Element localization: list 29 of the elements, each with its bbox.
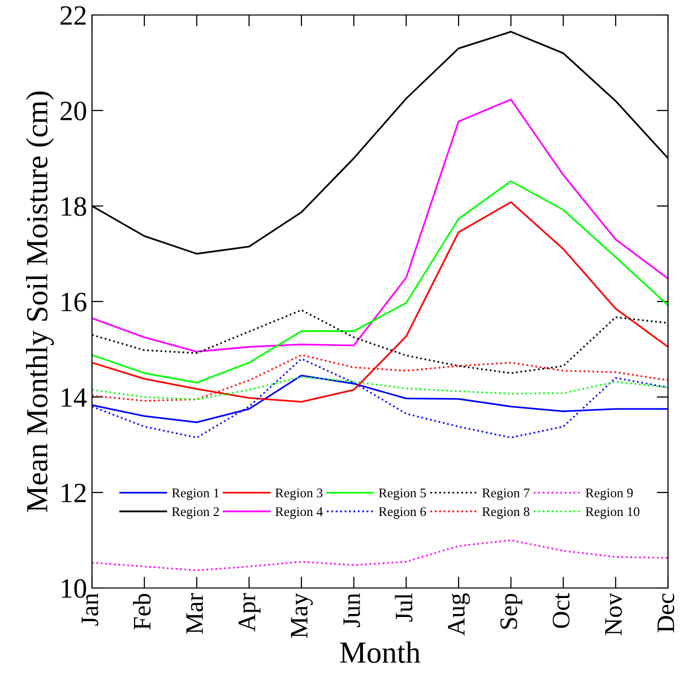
x-tick-label: Oct (552, 593, 570, 628)
x-tick-label: Jun (343, 593, 360, 628)
legend-label: Region 1 (172, 488, 219, 500)
legend-label: Region 10 (586, 507, 640, 519)
x-tick-label: Sep (500, 594, 522, 629)
y-tick-label: 12 (62, 484, 86, 502)
y-tick-label: 16 (62, 292, 86, 312)
y-tick-label: 20 (60, 102, 86, 120)
y-axis-title: Mean Monthly Soil Moisture (cm) (26, 92, 54, 512)
x-tick-label: May (291, 592, 313, 638)
y-tick-label: 18 (62, 197, 86, 216)
x-tick-label: Nov (605, 592, 622, 636)
x-tick-label: Dec (658, 594, 674, 632)
legend-label: Region 3 (275, 488, 322, 500)
legend-label: Region 5 (378, 488, 426, 500)
x-tick-label: Apr (238, 593, 260, 632)
x-tick-label: Jul (394, 593, 412, 622)
legend-label: Region 8 (482, 507, 530, 519)
legend-label: Region 6 (378, 507, 426, 519)
legend-label: Region 4 (275, 507, 323, 519)
x-axis-title: Month (340, 641, 420, 663)
x-tick-label: Aug (448, 593, 470, 636)
legend-label: Region 2 (172, 507, 219, 519)
legend-label: Region 9 (586, 488, 633, 500)
y-tick-label: 22 (60, 6, 86, 25)
x-tick-label: Mar (186, 593, 203, 634)
y-tick-label: 14 (62, 388, 87, 407)
x-tick-label: Feb (133, 594, 151, 630)
legend-label: Region 7 (482, 488, 530, 500)
